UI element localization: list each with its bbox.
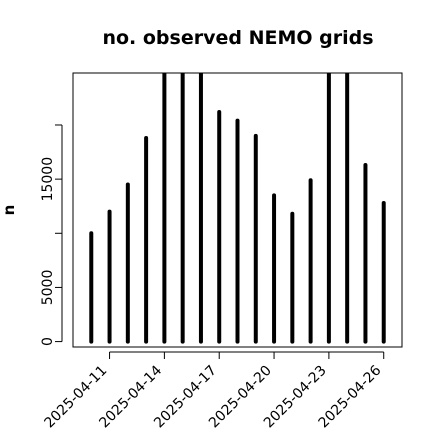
plot-frame — [72, 72, 403, 348]
y-axis: 0 5000 15000 — [40, 124, 63, 346]
chart-title: no. observed NEMO grids — [102, 27, 373, 49]
bars-group — [89, 73, 386, 344]
y-tick-label: 0 — [40, 337, 56, 346]
y-tick-label: 5000 — [40, 270, 56, 306]
y-axis-label: n — [0, 205, 18, 216]
y-tick-label: 15000 — [40, 157, 56, 202]
x-axis: 2025-04-112025-04-142025-04-172025-04-20… — [42, 351, 385, 431]
